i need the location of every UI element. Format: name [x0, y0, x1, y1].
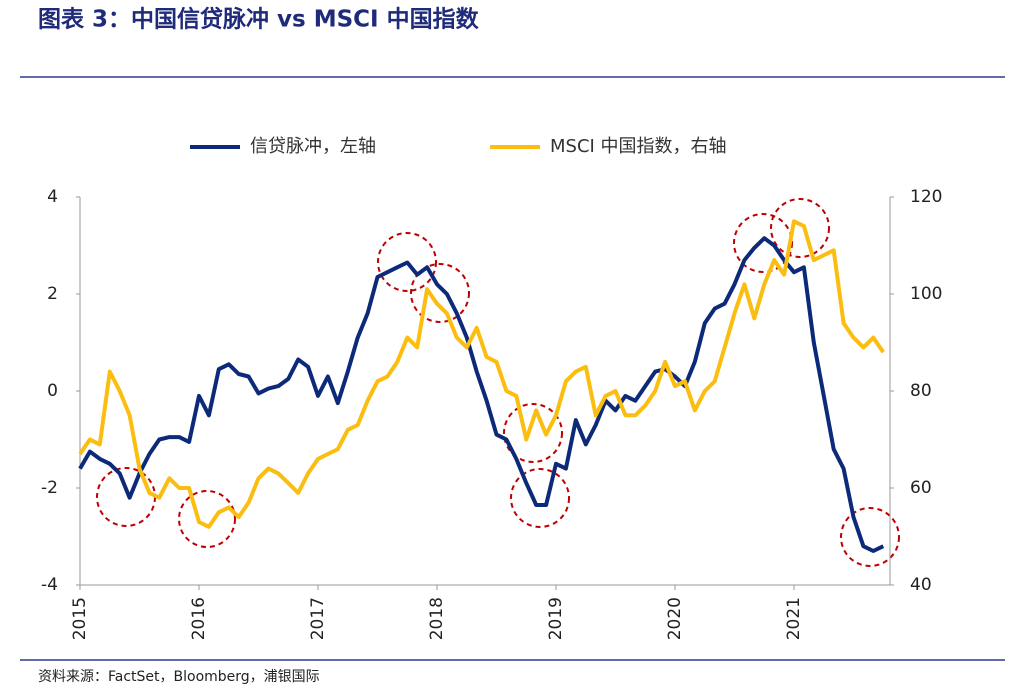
y2-tick-label: 100: [910, 284, 942, 304]
y-tick-label: 2: [47, 284, 58, 304]
y2-tick-label: 60: [910, 478, 932, 498]
source-note: 资料来源：FactSet，Bloomberg，浦银国际: [38, 669, 320, 685]
x-tick-label: 2020: [665, 597, 685, 640]
x-tick-label: 2015: [70, 597, 90, 640]
y2-tick-label: 120: [910, 187, 942, 207]
x-tick-label: 2017: [308, 597, 328, 640]
chart-title: 图表 3：中国信贷脉冲 vs MSCI 中国指数: [38, 6, 480, 33]
y-tick-label: -2: [41, 478, 58, 498]
series-line: [78, 219, 885, 529]
y-tick-label: -4: [41, 575, 58, 595]
y2-tick-label: 80: [910, 381, 932, 401]
x-tick-label: 2019: [546, 597, 566, 640]
legend-label: MSCI 中国指数，右轴: [550, 136, 727, 157]
series-line: [78, 236, 885, 553]
x-tick-label: 2021: [784, 597, 804, 640]
legend-label: 信贷脉冲，左轴: [250, 136, 376, 157]
y2-tick-label: 40: [910, 575, 932, 595]
y-tick-label: 4: [47, 187, 58, 207]
x-tick-label: 2016: [189, 597, 209, 640]
x-tick-label: 2018: [427, 597, 447, 640]
y-tick-label: 0: [47, 381, 58, 401]
annotation-circles: [96, 198, 900, 567]
